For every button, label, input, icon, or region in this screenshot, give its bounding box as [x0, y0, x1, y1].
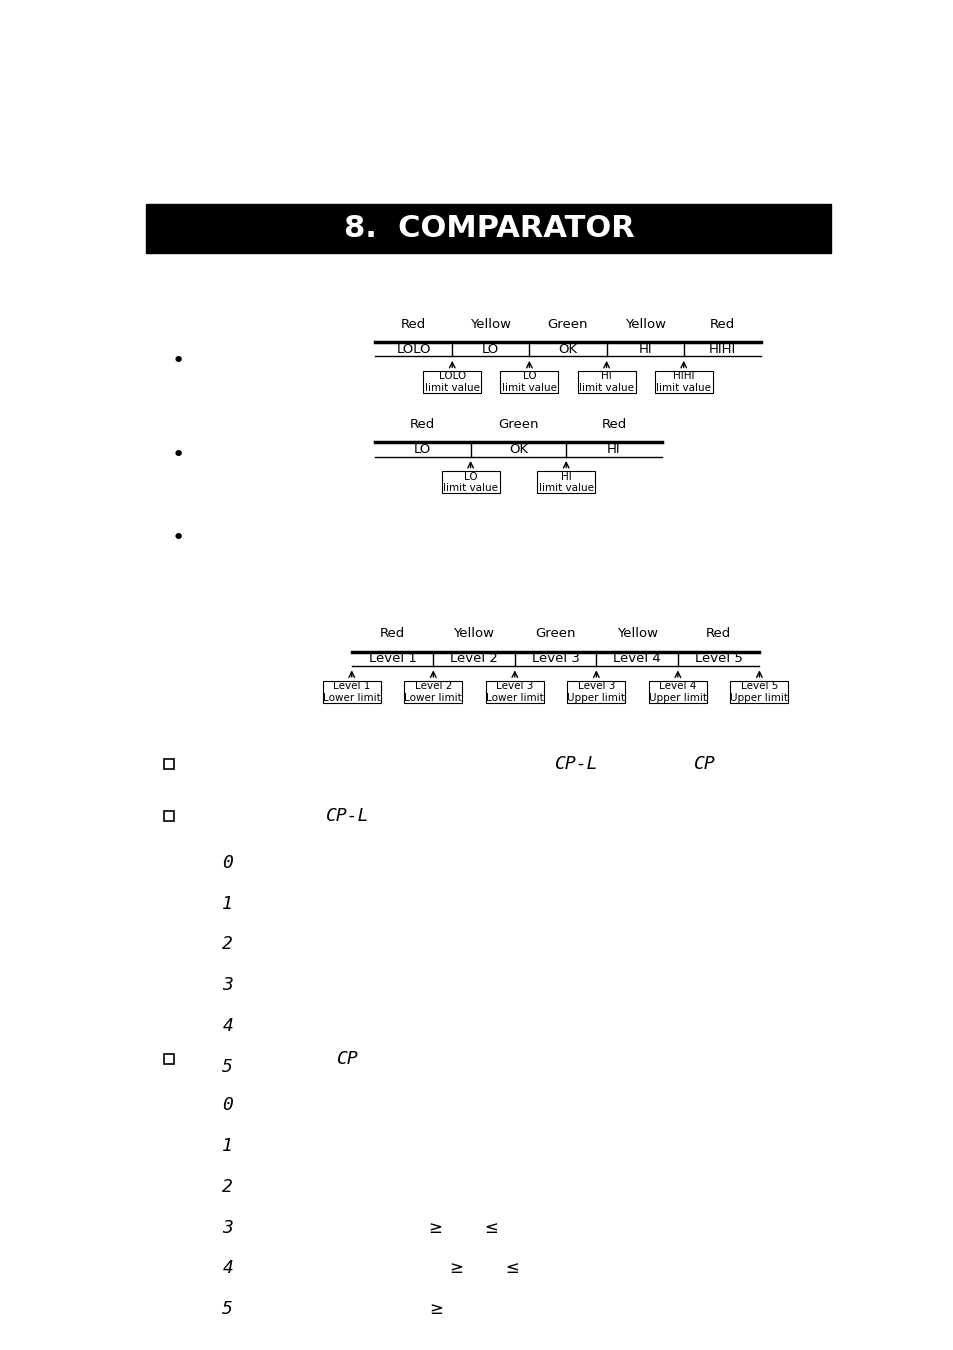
- Text: HI
limit value: HI limit value: [578, 371, 634, 393]
- Text: Green: Green: [547, 317, 588, 331]
- Text: HI
limit value: HI limit value: [538, 471, 593, 493]
- Text: Green: Green: [497, 417, 538, 431]
- Text: Level 1
Lower limit: Level 1 Lower limit: [322, 680, 380, 702]
- Bar: [164, 811, 174, 821]
- Text: Yellow: Yellow: [453, 628, 494, 640]
- FancyBboxPatch shape: [322, 680, 380, 703]
- Text: 5: 5: [222, 1058, 233, 1076]
- Text: 2: 2: [222, 1177, 233, 1196]
- FancyBboxPatch shape: [567, 680, 625, 703]
- Text: Red: Red: [410, 417, 435, 431]
- Text: ≥        ≤: ≥ ≤: [429, 1260, 519, 1277]
- Text: ≥: ≥: [429, 1300, 442, 1319]
- Text: Level 2: Level 2: [450, 652, 497, 666]
- Text: Level 3
Lower limit: Level 3 Lower limit: [485, 680, 543, 702]
- Text: HI: HI: [606, 443, 620, 456]
- Text: LO
limit value: LO limit value: [442, 471, 497, 493]
- Text: Red: Red: [379, 628, 405, 640]
- Text: Red: Red: [709, 317, 734, 331]
- FancyBboxPatch shape: [537, 471, 595, 494]
- Text: HI: HI: [638, 343, 651, 356]
- Text: 3: 3: [222, 1219, 233, 1237]
- Text: LO: LO: [414, 443, 431, 456]
- FancyBboxPatch shape: [654, 371, 712, 393]
- Text: Level 3
Upper limit: Level 3 Upper limit: [567, 680, 624, 702]
- Text: HIHI: HIHI: [708, 343, 735, 356]
- Text: 0: 0: [222, 1096, 233, 1114]
- Text: Yellow: Yellow: [624, 317, 665, 331]
- Text: Red: Red: [600, 417, 626, 431]
- Text: Level 5: Level 5: [694, 652, 741, 666]
- Text: Red: Red: [400, 317, 426, 331]
- FancyBboxPatch shape: [499, 371, 558, 393]
- Bar: [146, 204, 831, 252]
- Text: 5: 5: [222, 1300, 233, 1319]
- Text: HIHI
limit value: HIHI limit value: [656, 371, 711, 393]
- Bar: [164, 759, 174, 768]
- Text: LOLO: LOLO: [395, 343, 431, 356]
- Text: 8.  COMPARATOR: 8. COMPARATOR: [343, 215, 634, 243]
- Text: OK: OK: [508, 443, 527, 456]
- Text: Level 4
Upper limit: Level 4 Upper limit: [648, 680, 706, 702]
- Text: •: •: [172, 528, 185, 548]
- Text: Level 1: Level 1: [368, 652, 416, 666]
- Text: •: •: [172, 444, 185, 464]
- FancyBboxPatch shape: [577, 371, 635, 393]
- Text: 2: 2: [222, 936, 233, 953]
- FancyBboxPatch shape: [404, 680, 462, 703]
- Text: CP-L: CP-L: [554, 755, 598, 772]
- Text: ≥        ≤: ≥ ≤: [429, 1219, 498, 1237]
- Text: CP: CP: [336, 1050, 358, 1068]
- Text: LO
limit value: LO limit value: [501, 371, 557, 393]
- Text: LO: LO: [481, 343, 498, 356]
- Text: 1: 1: [222, 895, 233, 913]
- FancyBboxPatch shape: [648, 680, 706, 703]
- Text: Yellow: Yellow: [470, 317, 511, 331]
- FancyBboxPatch shape: [730, 680, 787, 703]
- Text: OK: OK: [558, 343, 577, 356]
- Text: CP: CP: [693, 755, 715, 772]
- Text: LOLO
limit value: LOLO limit value: [424, 371, 479, 393]
- Text: Green: Green: [535, 628, 576, 640]
- Text: 4: 4: [222, 1260, 233, 1277]
- Text: 3: 3: [222, 976, 233, 994]
- Text: 1: 1: [222, 1137, 233, 1156]
- Text: Level 2
Lower limit: Level 2 Lower limit: [404, 680, 461, 702]
- Text: Level 4: Level 4: [613, 652, 660, 666]
- FancyBboxPatch shape: [423, 371, 480, 393]
- Text: CP-L: CP-L: [326, 807, 369, 825]
- Bar: [164, 1053, 174, 1064]
- Text: Red: Red: [705, 628, 731, 640]
- Text: Yellow: Yellow: [616, 628, 657, 640]
- Text: Level 3: Level 3: [531, 652, 578, 666]
- Text: 4: 4: [222, 1017, 233, 1035]
- Text: •: •: [172, 351, 185, 371]
- FancyBboxPatch shape: [441, 471, 499, 494]
- Text: 0: 0: [222, 853, 233, 872]
- Text: Level 5
Upper limit: Level 5 Upper limit: [730, 680, 787, 702]
- FancyBboxPatch shape: [485, 680, 543, 703]
